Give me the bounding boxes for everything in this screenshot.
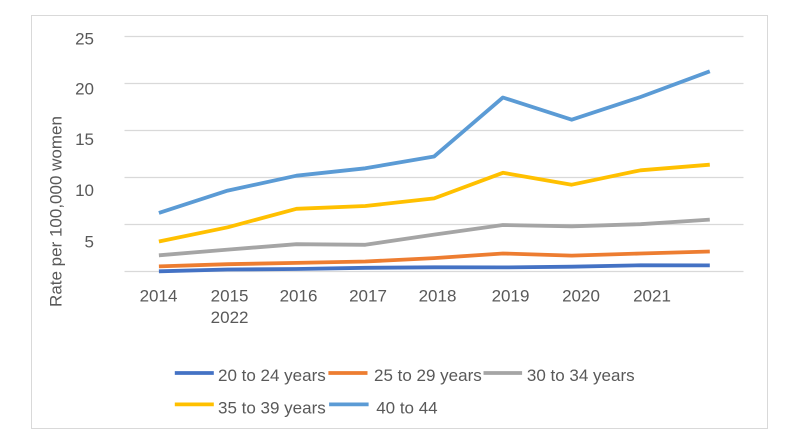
svg-text:25 to 29 years: 25 to 29 years xyxy=(374,366,482,385)
svg-text:25: 25 xyxy=(75,29,94,48)
svg-text:5: 5 xyxy=(85,232,94,251)
svg-text:2015: 2015 xyxy=(211,287,249,306)
svg-text:2014: 2014 xyxy=(140,287,178,306)
svg-text:2022: 2022 xyxy=(211,308,249,327)
svg-text:2020: 2020 xyxy=(562,287,600,306)
svg-text:2017: 2017 xyxy=(349,287,387,306)
svg-text:2019: 2019 xyxy=(492,287,530,306)
svg-text:10: 10 xyxy=(75,181,94,200)
svg-text:35 to 39 years: 35 to 39 years xyxy=(218,398,326,417)
svg-text:2018: 2018 xyxy=(419,287,457,306)
svg-text:30 to 34 years: 30 to 34 years xyxy=(527,366,635,385)
svg-text:20 to 24 years: 20 to 24 years xyxy=(218,366,326,385)
svg-text:Rate per 100,000 women: Rate per 100,000 women xyxy=(46,116,65,307)
svg-text:40 to 44: 40 to 44 xyxy=(376,398,437,417)
svg-text:2016: 2016 xyxy=(280,287,318,306)
svg-text:2021: 2021 xyxy=(633,287,671,306)
svg-text:20: 20 xyxy=(75,80,94,99)
svg-text:15: 15 xyxy=(75,130,94,149)
